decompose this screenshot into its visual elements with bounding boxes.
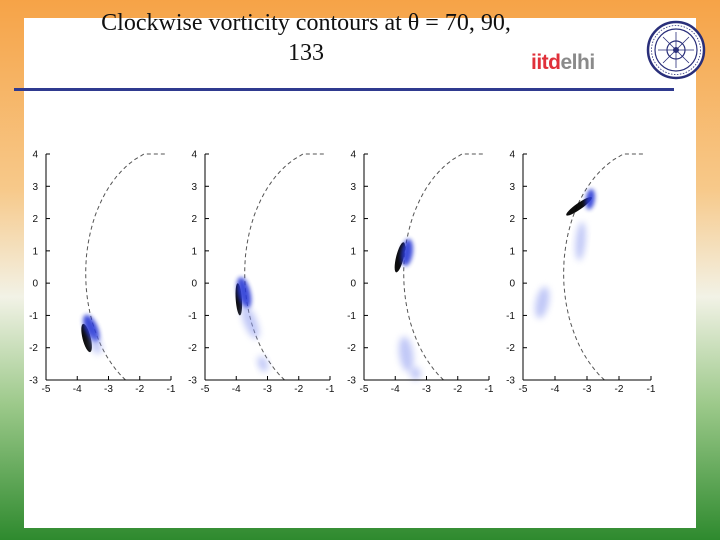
y-tick-label: 2 — [509, 214, 515, 225]
x-tick-label: -1 — [167, 384, 176, 395]
x-tick-label: -3 — [263, 384, 272, 395]
y-tick-label: 4 — [509, 150, 515, 161]
x-tick-label: -3 — [422, 384, 431, 395]
vorticity-blob-core — [566, 197, 592, 216]
contour-plot-2: -3 -2 -1 0 1 2 3 4 -5 -4 -3 -2 -1 — [188, 150, 335, 396]
y-tick-label: -1 — [347, 311, 356, 322]
vorticity-blob-diffuse — [410, 367, 421, 380]
x-tick-label: -4 — [391, 384, 400, 395]
boundary-curve — [563, 153, 645, 381]
y-tick-label: 1 — [350, 246, 356, 257]
x-tick-label: -2 — [294, 384, 303, 395]
x-tick-label: -4 — [232, 384, 241, 395]
y-tick-label: -3 — [29, 376, 38, 387]
x-tick-label: -4 — [73, 384, 82, 395]
vorticity-blob-diffuse — [90, 335, 102, 354]
y-tick-label: -2 — [506, 343, 515, 354]
wordmark-part-2: elhi — [560, 51, 596, 74]
x-tick-label: -1 — [326, 384, 335, 395]
y-tick-label: 4 — [32, 150, 38, 161]
vorticity-blob-diffuse — [241, 305, 260, 339]
x-tick-label: -2 — [135, 384, 144, 395]
title-rule — [14, 88, 674, 91]
boundary-curve — [85, 153, 165, 381]
boundary-curve — [244, 153, 324, 381]
y-tick-label: 4 — [350, 150, 356, 161]
vorticity-blob-diffuse — [398, 336, 414, 372]
x-tick-label: -3 — [104, 384, 113, 395]
vorticity-blob-vortex — [401, 239, 413, 266]
x-tick-label: -5 — [201, 384, 210, 395]
y-tick-label: 1 — [191, 246, 197, 257]
vorticity-blob-core — [81, 323, 92, 353]
y-tick-label: 0 — [32, 279, 38, 290]
slide-title: Clockwise vorticity contours at θ = 70, … — [46, 8, 566, 68]
contour-plot-1: -3 -2 -1 0 1 2 3 4 -5 -4 -3 -2 -1 — [29, 150, 176, 396]
institute-seal-icon — [646, 20, 706, 80]
x-tick-label: -5 — [360, 384, 369, 395]
vorticity-blob-diffuse — [535, 286, 550, 319]
y-tick-label: -1 — [188, 311, 197, 322]
title-line-1: Clockwise vorticity contours at θ = 70, … — [101, 10, 511, 36]
y-tick-label: -2 — [347, 343, 356, 354]
y-tick-label: 3 — [350, 182, 356, 193]
vorticity-blob-diffuse — [575, 221, 586, 261]
y-tick-label: -2 — [29, 343, 38, 354]
y-tick-label: -1 — [29, 311, 38, 322]
x-tick-label: -1 — [485, 384, 494, 395]
institute-wordmark: iitdelhi — [531, 51, 595, 75]
x-tick-label: -1 — [647, 384, 656, 395]
x-tick-label: -5 — [519, 384, 528, 395]
x-tick-label: -3 — [583, 384, 592, 395]
y-tick-label: 1 — [32, 246, 38, 257]
boundary-curve — [403, 153, 483, 381]
y-tick-label: 2 — [32, 214, 38, 225]
y-tick-label: -1 — [506, 311, 515, 322]
y-tick-label: 0 — [350, 279, 356, 290]
y-tick-label: -3 — [506, 376, 515, 387]
y-tick-label: -3 — [188, 376, 197, 387]
y-tick-label: 2 — [191, 214, 197, 225]
y-tick-label: 4 — [191, 150, 197, 161]
x-tick-label: -2 — [453, 384, 462, 395]
contour-plot-4: -3 -2 -1 0 1 2 3 4 -5 -4 -3 -2 -1 — [506, 150, 656, 396]
y-tick-label: 3 — [509, 182, 515, 193]
vorticity-blob-vortex — [236, 277, 252, 309]
vorticity-blob-vortex — [585, 188, 595, 210]
wordmark-part-1: iitd — [531, 51, 561, 74]
y-tick-label: 3 — [32, 182, 38, 193]
y-tick-label: 1 — [509, 246, 515, 257]
y-tick-label: -2 — [188, 343, 197, 354]
slide-body — [24, 18, 696, 528]
y-tick-label: 3 — [191, 182, 197, 193]
x-tick-label: -2 — [615, 384, 624, 395]
vorticity-blob-vortex — [83, 314, 100, 342]
x-tick-label: -4 — [551, 384, 560, 395]
y-tick-label: 0 — [509, 279, 515, 290]
y-tick-label: -3 — [347, 376, 356, 387]
title-line-2: 133 — [288, 40, 324, 66]
vorticity-blob-diffuse — [257, 356, 269, 372]
x-tick-label: -5 — [42, 384, 51, 395]
contour-plot-3: -3 -2 -1 0 1 2 3 4 -5 -4 -3 -2 -1 — [347, 150, 494, 396]
y-tick-label: 0 — [191, 279, 197, 290]
y-tick-label: 2 — [350, 214, 356, 225]
